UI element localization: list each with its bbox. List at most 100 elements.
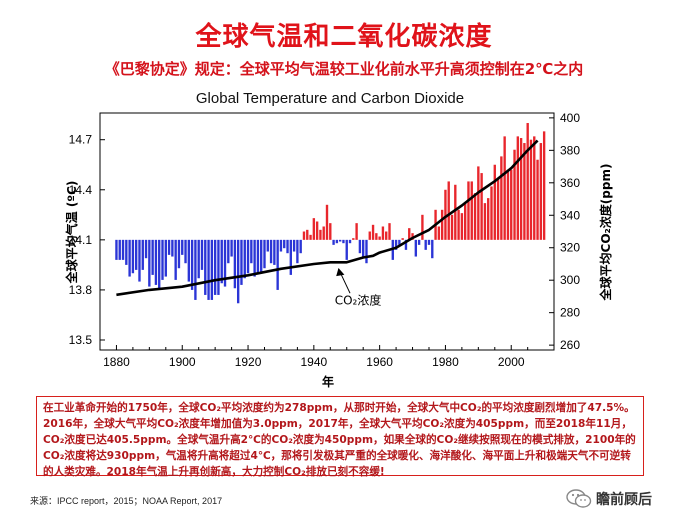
temperature-bar-1951 xyxy=(348,239,352,244)
temperature-bar-2000 xyxy=(510,169,513,240)
temperature-bar-1939 xyxy=(309,234,312,240)
temperature-bar-1945 xyxy=(329,223,332,240)
temperature-bar-1983 xyxy=(454,184,457,240)
temperature-bar-1995 xyxy=(493,164,496,240)
y-axis-right-label: 全球平均CO₂浓度(ppm) xyxy=(598,164,613,302)
temperature-bar-1907 xyxy=(204,239,207,295)
temperature-bar-1943 xyxy=(322,226,325,240)
wechat-account-name: 瞻前顾后 xyxy=(596,492,652,508)
temperature-bar-1941 xyxy=(315,221,319,240)
temperature-bar-2002 xyxy=(516,136,519,240)
temperature-bar-1986 xyxy=(463,203,467,240)
temperature-bar-2001 xyxy=(513,149,516,240)
x-tick-label-1940: 1940 xyxy=(300,355,327,369)
temperature-bar-1968 xyxy=(404,239,408,250)
temperature-bar-1901 xyxy=(184,239,187,264)
wechat-icon xyxy=(566,489,592,509)
temperature-bar-1920 xyxy=(246,239,250,274)
temperature-bar-1942 xyxy=(319,229,322,240)
temperature-bar-1882 xyxy=(121,239,125,260)
temperature-bar-2006 xyxy=(529,139,533,240)
temperature-bar-1979 xyxy=(440,209,444,240)
temperature-bar-1944 xyxy=(325,204,329,240)
temperature-bar-1953 xyxy=(355,223,358,240)
co2-annotation-label: CO₂浓度 xyxy=(335,293,382,308)
y-right-tick-label-320: 320 xyxy=(560,241,580,255)
temperature-bar-1880 xyxy=(115,239,118,260)
temperature-bar-1960 xyxy=(378,236,381,240)
temperature-bar-1993 xyxy=(487,198,490,240)
temperature-bar-2010 xyxy=(542,131,546,240)
temperature-bar-1913 xyxy=(223,239,227,287)
y-right-tick-label-340: 340 xyxy=(560,208,580,222)
temperature-bar-1890 xyxy=(148,239,151,287)
temperature-bar-1975 xyxy=(427,239,431,245)
temperature-bar-1957 xyxy=(368,231,371,240)
temperature-bar-1974 xyxy=(424,239,427,250)
page-subtitle: 《巴黎协定》规定：全球平均气温较工业化前水平升高须控制在2℃之内 xyxy=(104,60,584,78)
temperature-bar-1915 xyxy=(230,239,233,257)
temperature-bar-1949 xyxy=(342,239,345,244)
temperature-bar-1905 xyxy=(197,239,200,279)
temperature-bar-1930 xyxy=(279,239,283,252)
y-axis-left-label: 全球平均气温 (ºC) xyxy=(64,181,79,285)
temperature-bar-1999 xyxy=(506,169,510,240)
temperature-bar-1921 xyxy=(250,239,253,264)
temperature-bar-1987 xyxy=(467,181,470,240)
temperature-bar-2008 xyxy=(536,159,539,240)
temperature-bar-1909 xyxy=(210,239,214,300)
temperature-bar-1937 xyxy=(302,231,306,240)
temperature-bar-1918 xyxy=(240,239,243,285)
temperature-bar-1988 xyxy=(470,181,473,240)
y-left-tick-label-14.7: 14.7 xyxy=(69,133,93,147)
temperature-bar-1966 xyxy=(398,239,401,245)
temperature-bar-1934 xyxy=(292,239,296,252)
co2-annotation-arrowhead xyxy=(336,268,345,277)
temperature-bar-2009 xyxy=(539,143,543,240)
temperature-bar-1893 xyxy=(158,239,161,290)
y-right-tick-label-380: 380 xyxy=(560,143,580,157)
y-right-tick-label-280: 280 xyxy=(560,306,580,320)
temperature-bar-1991 xyxy=(480,173,483,240)
temperature-bar-1950 xyxy=(345,239,348,260)
temperature-co2-chart: Global Temperature and Carbon Dioxide CO… xyxy=(64,90,613,389)
y-right-tick-label-300: 300 xyxy=(560,273,580,287)
temperature-bar-1984 xyxy=(457,209,460,240)
x-axis-label: 年 xyxy=(322,374,334,389)
temperature-bar-1897 xyxy=(171,239,174,257)
temperature-bar-1892 xyxy=(154,239,158,285)
temperature-bar-1971 xyxy=(414,239,418,257)
temperature-bar-1924 xyxy=(260,239,263,274)
temperature-bar-1896 xyxy=(167,239,171,255)
temperature-bar-1981 xyxy=(447,181,450,240)
temperature-bar-1954 xyxy=(358,239,362,254)
y-left-tick-label-14.4: 14.4 xyxy=(69,183,93,197)
temperature-bar-1908 xyxy=(207,239,210,300)
temperature-bar-1884 xyxy=(128,239,131,277)
temperature-bar-1922 xyxy=(253,239,256,277)
temperature-bar-1925 xyxy=(263,239,266,269)
temperature-bar-1959 xyxy=(375,233,378,240)
temperature-bar-1973 xyxy=(421,214,424,240)
temperature-bar-1916 xyxy=(233,239,237,289)
temperature-bar-2003 xyxy=(519,138,523,240)
temperature-bar-1894 xyxy=(161,239,164,280)
temperature-bar-1932 xyxy=(286,239,289,254)
temperature-bar-2005 xyxy=(526,123,529,240)
temperature-bar-1902 xyxy=(187,239,191,282)
page-title: 全球气温和二氧化碳浓度 xyxy=(195,22,493,52)
temperature-bar-1919 xyxy=(243,239,246,279)
temperature-bar-1903 xyxy=(190,239,194,290)
temperature-bar-1910 xyxy=(213,239,217,295)
temperature-bar-1906 xyxy=(200,239,204,270)
temperature-bar-1970 xyxy=(411,233,414,240)
temperature-bar-1891 xyxy=(151,239,154,275)
temperature-bar-1927 xyxy=(269,239,273,264)
temperature-bar-1967 xyxy=(401,238,404,240)
y-right-tick-label-260: 260 xyxy=(560,338,580,352)
temperature-bar-1955 xyxy=(362,239,365,259)
temperature-bar-1948 xyxy=(338,239,342,242)
temperature-bar-1998 xyxy=(503,136,506,240)
temperature-bar-1886 xyxy=(135,239,138,270)
temperature-bar-1900 xyxy=(181,239,184,255)
